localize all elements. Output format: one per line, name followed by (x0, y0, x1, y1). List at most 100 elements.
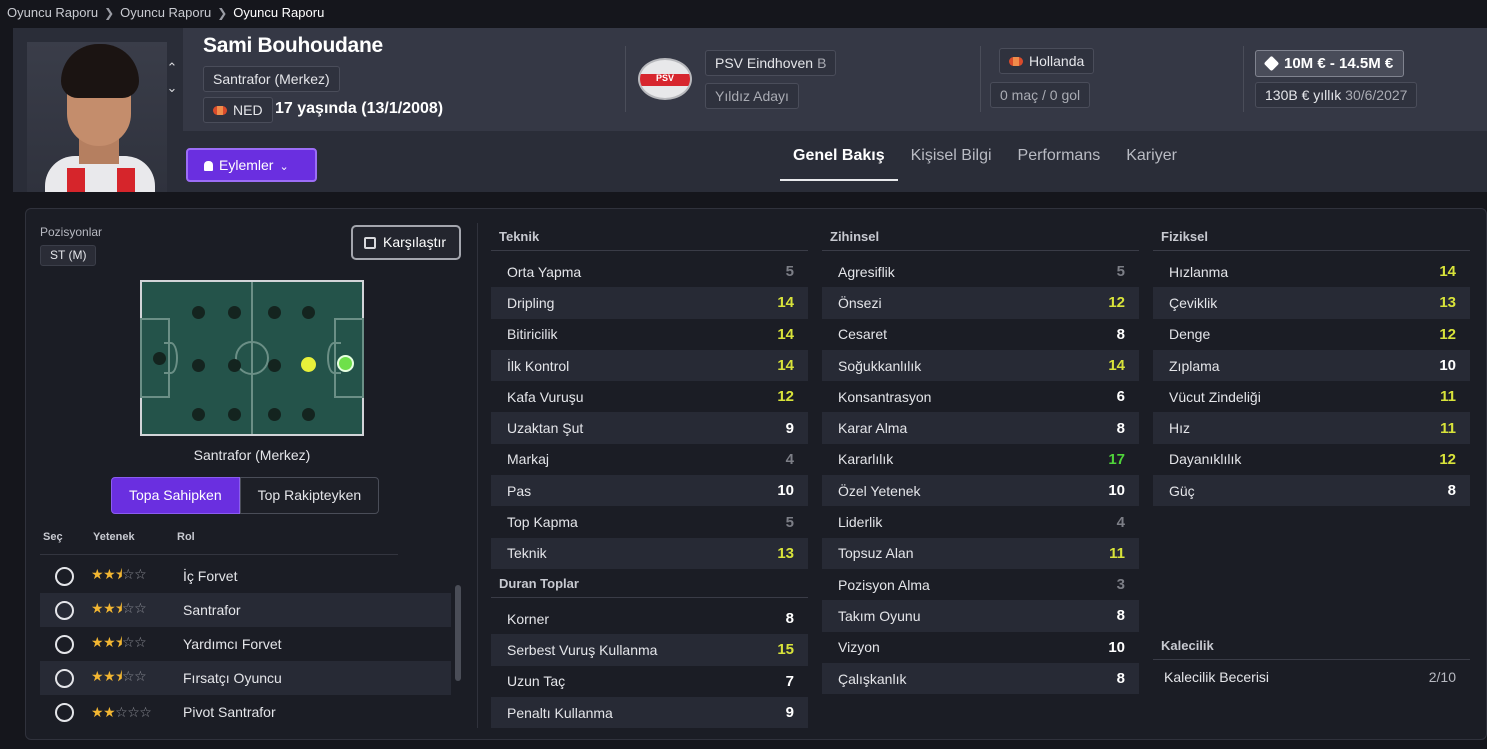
attribute-value: 14 (777, 357, 794, 375)
star-rating-icon: ★★⯨☆☆ (91, 668, 147, 685)
attribute-row: Denge 12 (1153, 319, 1470, 350)
position-dot[interactable] (268, 306, 281, 319)
role-radio[interactable] (55, 702, 74, 722)
role-radio[interactable] (55, 634, 74, 654)
attribute-value: 13 (777, 544, 794, 562)
role-row[interactable]: ★★⯨☆☆ Santrafor (40, 593, 451, 627)
attribute-value: 5 (1116, 263, 1125, 281)
attribute-value: 4 (785, 450, 794, 468)
attribute-row: Konsantrasyon 6 (822, 381, 1139, 412)
position-dot[interactable] (228, 359, 241, 372)
tab-kariyer[interactable]: Kariyer (1126, 147, 1177, 164)
section-title: Duran Toplar (491, 571, 808, 598)
club-chip[interactable]: PSV Eindhoven B (705, 50, 837, 76)
star-rating-icon: ★★⯨☆☆ (91, 634, 147, 651)
position-dot[interactable] (302, 306, 315, 319)
attribute-value: 3 (1116, 576, 1125, 594)
attribute-label: Penaltı Kullanma (507, 704, 613, 721)
chevron-down-icon[interactable]: ⌄ (166, 80, 178, 95)
attribute-row: Pozisyon Alma 3 (822, 569, 1139, 600)
compare-button[interactable]: Karşılaştır (351, 225, 461, 260)
caps-chip: 0 maç / 0 gol (990, 82, 1091, 108)
attribute-label: Vizyon (838, 639, 880, 656)
role-list-scrollbar[interactable] (455, 585, 461, 681)
star-rating-icon: ★★☆☆☆ (91, 703, 152, 720)
player-nav-arrows: ⌃ ⌄ (164, 58, 180, 98)
position-dot-natural[interactable] (337, 355, 354, 372)
role-row[interactable]: ★★⯨☆☆ İç Forvet (40, 559, 451, 593)
position-dot[interactable] (192, 359, 205, 372)
breadcrumb-item[interactable]: Oyuncu Raporu (120, 5, 212, 20)
chevron-right-icon: ❯ (217, 5, 228, 20)
technical-column: Teknik Orta Yapma 5 Dripling 14 Bitiricilik 1… (491, 224, 808, 729)
country-chip[interactable]: Hollanda (999, 48, 1095, 74)
star-rating-icon: ★★⯨☆☆ (91, 600, 147, 617)
attribute-value: 9 (785, 419, 794, 437)
flag-icon (1009, 57, 1023, 66)
position-dot[interactable] (192, 408, 205, 421)
role-list: ★★⯨☆☆ İç Forvet ★★⯨☆☆ Santrafor ★★⯨☆☆ Yardımc… (40, 559, 451, 729)
chevron-up-icon[interactable]: ⌃ (166, 60, 178, 75)
attribute-label: Karar Alma (838, 420, 908, 437)
header-role: Rol (177, 531, 195, 543)
attribute-value: 5 (785, 263, 794, 281)
attribute-label: Dripling (507, 294, 555, 311)
section-title: Kalecilik (1153, 633, 1470, 660)
role-radio[interactable] (55, 566, 74, 586)
attribute-row: Vücut Zindeliği 11 (1153, 381, 1470, 412)
attribute-row: Agresiflik 5 (822, 256, 1139, 287)
tab-performans[interactable]: Performans (1017, 147, 1101, 164)
attribute-label: Çeviklik (1169, 294, 1218, 311)
header-select: Seç (43, 531, 63, 543)
attribute-row: Çalışkanlık 8 (822, 662, 1139, 695)
attribute-row: Takım Oyunu 8 (822, 600, 1139, 632)
in-possession-button[interactable]: Topa Sahipken (111, 477, 240, 514)
position-dot[interactable] (153, 352, 166, 365)
position-dot-secondary[interactable] (301, 357, 316, 372)
breadcrumb-item[interactable]: Oyuncu Raporu (7, 5, 99, 20)
position-dot[interactable] (268, 359, 281, 372)
attribute-value: 8 (1116, 607, 1125, 625)
attribute-value: 14 (1439, 263, 1456, 281)
position-pitch (140, 280, 364, 436)
attribute-value: 12 (1439, 450, 1456, 468)
attribute-value: 12 (1108, 294, 1125, 312)
attribute-row: Hız 11 (1153, 412, 1470, 444)
tab-kisisel-bilgi[interactable]: Kişisel Bilgi (910, 147, 992, 164)
attribute-row: Korner 8 (491, 603, 808, 634)
attribute-label: Önsezi (838, 294, 882, 311)
attribute-row: Liderlik 4 (822, 506, 1139, 537)
position-dot[interactable] (228, 306, 241, 319)
position-dot[interactable] (192, 306, 205, 319)
overview-panel: Pozisyonlar ST (M) Karşılaştır Santrafor… (25, 208, 1487, 740)
club-logo-icon[interactable]: PSV (638, 58, 692, 100)
possession-toggle: Topa Sahipken Top Rakipteyken (111, 477, 380, 514)
physical-column: Fiziksel Hızlanma 14 Çeviklik 13 Denge 12 Zıpl… (1153, 224, 1470, 507)
positions-title: Pozisyonlar (40, 225, 103, 239)
attribute-value: 10 (1439, 357, 1456, 375)
out-of-possession-button[interactable]: Top Rakipteyken (239, 477, 380, 514)
role-radio[interactable] (55, 600, 74, 620)
attribute-row: Penaltı Kullanma 9 (491, 696, 808, 729)
nationality-chip[interactable]: NED (203, 97, 273, 123)
attribute-label: Hız (1169, 420, 1190, 437)
attribute-row: Kafa Vuruşu 12 (491, 381, 808, 412)
role-row[interactable]: ★★⯨☆☆ Yardımcı Forvet (40, 627, 451, 661)
attribute-label: İlk Kontrol (507, 357, 570, 374)
attribute-row: Topsuz Alan 11 (822, 537, 1139, 569)
attribute-label: Güç (1169, 482, 1195, 499)
tab-genel-bakis[interactable]: Genel Bakış (780, 143, 898, 181)
position-dot[interactable] (302, 408, 315, 421)
role-row[interactable]: ★★☆☆☆ Pivot Santrafor (40, 695, 451, 729)
position-dot[interactable] (268, 408, 281, 421)
position-dot[interactable] (228, 408, 241, 421)
actions-button[interactable]: Eylemler ⌄ (186, 148, 317, 182)
attribute-row: İlk Kontrol 14 (491, 349, 808, 382)
role-name: Santrafor (183, 602, 241, 618)
attribute-row: Dripling 14 (491, 287, 808, 319)
role-radio[interactable] (55, 668, 74, 688)
attribute-value: 8 (785, 610, 794, 628)
attribute-label: Vücut Zindeliği (1169, 388, 1261, 405)
role-row[interactable]: ★★⯨☆☆ Fırsatçı Oyuncu (40, 661, 451, 695)
goalkeeping-column: Kalecilik Kalecilik Becerisi 2/10 (1153, 633, 1470, 694)
